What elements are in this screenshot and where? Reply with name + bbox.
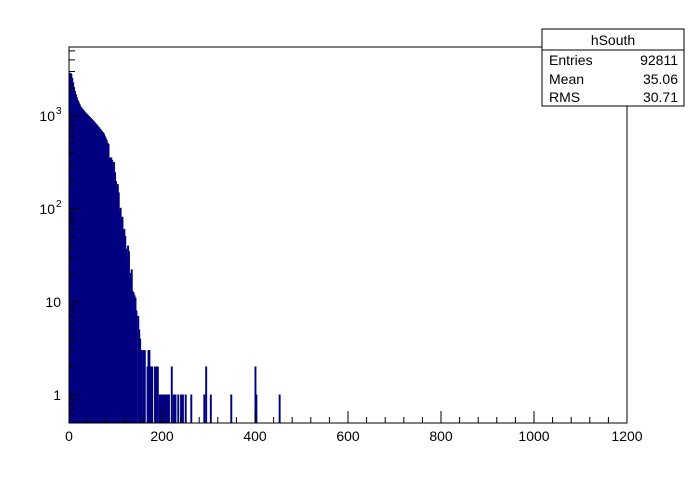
y-tick-label-1: 10	[45, 294, 61, 310]
histogram-bin-109	[172, 394, 175, 423]
histogram-bins	[68, 72, 281, 424]
histogram-bin-116	[203, 394, 206, 423]
y-tick-exponent-3: 3	[56, 106, 62, 117]
stats-mean-label: Mean	[549, 71, 584, 87]
stats-mean-value: 35.06	[643, 71, 678, 87]
histogram-bin-122	[278, 394, 281, 423]
stats-box-title: hSouth	[591, 32, 635, 48]
stats-box-frame	[541, 28, 685, 107]
stats-rms-value: 30.71	[643, 89, 678, 105]
stats-entries-value: 92811	[640, 52, 678, 68]
x-tick-label-2: 400	[243, 428, 267, 444]
x-tick-label-3: 600	[336, 428, 360, 444]
stats-rms-label: RMS	[549, 89, 580, 105]
stats-box: hSouth Entries 92811 Mean 35.06 RMS 30.7…	[541, 28, 685, 107]
histogram-bin-81	[143, 350, 146, 423]
histogram-bin-95	[156, 366, 159, 423]
histogram-bin-110	[174, 394, 177, 423]
histogram-bin-118	[209, 394, 212, 423]
histogram-bin-107	[168, 394, 170, 423]
histogram-bin-114	[184, 394, 187, 423]
histogram-bin-119	[230, 394, 233, 423]
stats-entries-label: Entries	[549, 52, 593, 68]
histogram-bin-78	[141, 350, 143, 423]
histogram-bin-121	[255, 394, 258, 423]
histogram-bin-115	[190, 394, 193, 423]
histogram-bin-112	[180, 394, 183, 423]
histogram-bin-113	[181, 394, 184, 423]
x-tick-label-0: 0	[65, 428, 73, 444]
y-tick-label-0: 1	[53, 387, 61, 403]
histogram-bin-111	[177, 394, 180, 423]
y-tick-exponent-2: 2	[56, 199, 62, 210]
x-tick-label-4: 800	[429, 428, 453, 444]
x-tick-label-1: 200	[150, 428, 174, 444]
y-tick-label-3: 10	[39, 108, 55, 124]
histogram-bin-108	[170, 366, 173, 423]
histogram-bin-117	[205, 366, 208, 423]
y-tick-label-2: 10	[39, 201, 55, 217]
histogram-bin-72	[135, 310, 138, 423]
x-tick-label-5: 1000	[518, 428, 549, 444]
x-tick-label-6: 1200	[611, 428, 642, 444]
histogram-bin-89	[151, 366, 154, 423]
